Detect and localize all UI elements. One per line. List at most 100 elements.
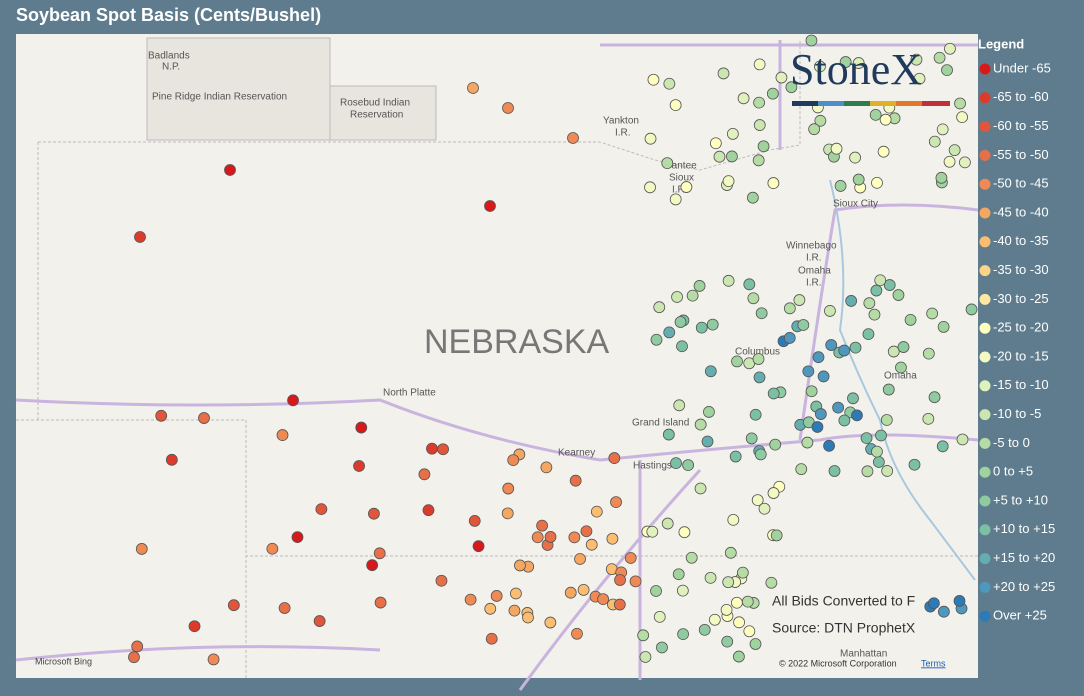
bid-point	[490, 590, 503, 602]
bid-point	[694, 482, 707, 495]
bid-point	[871, 176, 883, 189]
bid-point	[484, 200, 496, 212]
bid-point	[802, 365, 815, 378]
bid-point	[948, 144, 961, 157]
bid-point	[783, 302, 796, 315]
bid-point	[704, 571, 717, 584]
bid-point	[892, 289, 905, 301]
bid-point	[849, 151, 861, 164]
bid-point	[801, 436, 814, 449]
place-label: N.P.	[162, 62, 180, 73]
bid-point	[717, 67, 730, 80]
bid-point	[484, 602, 497, 615]
legend-swatch	[979, 121, 991, 133]
bid-point	[882, 383, 895, 396]
bid-point	[730, 596, 743, 609]
bid-point	[959, 156, 971, 169]
bid-point	[313, 615, 326, 627]
bid-point	[922, 347, 935, 360]
bid-point	[743, 278, 756, 291]
copyright: © 2022 Microsoft Corporation	[779, 658, 897, 668]
bid-point	[502, 102, 514, 114]
legend-swatch	[979, 265, 991, 277]
bid-point	[922, 412, 935, 425]
bid-point	[418, 468, 431, 481]
bid-point	[724, 546, 737, 559]
bid-point	[793, 294, 806, 306]
place-label: I.R.	[806, 278, 822, 289]
bid-point	[682, 459, 695, 472]
bid-point	[847, 392, 859, 405]
bid-point	[861, 465, 874, 478]
legend-label: -55 to -50	[993, 147, 1049, 162]
bid-point	[812, 351, 825, 364]
city-label: Manhattan	[840, 649, 887, 660]
city-label: Hastings	[633, 461, 672, 472]
bid-point	[207, 653, 220, 666]
bid-point	[472, 540, 485, 553]
bid-point	[834, 180, 847, 192]
legend-label: -60 to -55	[993, 118, 1049, 133]
bid-point	[743, 625, 756, 638]
bid-point	[661, 157, 674, 170]
bid-point	[727, 513, 740, 526]
bid-point	[770, 529, 783, 542]
bid-point	[741, 595, 754, 608]
bid-point	[708, 613, 721, 626]
bid-point	[754, 448, 767, 461]
bid-point	[811, 421, 824, 433]
bid-point	[580, 525, 593, 538]
legend-label: -10 to -5	[993, 406, 1041, 421]
bid-point	[670, 457, 682, 470]
bid-point	[508, 604, 521, 617]
bid-point	[875, 429, 887, 442]
legend-swatch	[979, 495, 991, 507]
legend-label: +10 to +15	[993, 521, 1055, 536]
bid-point	[732, 650, 745, 663]
bid-point	[937, 321, 950, 333]
legend-label: -30 to -25	[993, 291, 1049, 306]
bid-point	[805, 34, 818, 47]
bid-point	[823, 439, 835, 452]
bid-point	[676, 340, 688, 353]
bid-point	[374, 596, 387, 609]
bid-point	[606, 532, 619, 545]
bid-point	[928, 391, 941, 404]
bid-point	[544, 616, 557, 629]
bid-point	[128, 651, 140, 664]
bid-point	[287, 394, 299, 407]
legend-label: -25 to -20	[993, 320, 1049, 335]
legend-label: -5 to 0	[993, 435, 1030, 450]
bid-point	[629, 575, 642, 588]
legend-label: -45 to -40	[993, 204, 1049, 219]
bid-point	[935, 171, 948, 184]
bid-point	[933, 51, 946, 64]
legend-swatch	[979, 293, 991, 305]
bid-point	[590, 505, 603, 518]
bid-point	[851, 409, 863, 422]
terms-link[interactable]: Terms	[921, 658, 946, 668]
bid-point	[722, 274, 735, 287]
legend-label: -15 to -10	[993, 377, 1049, 392]
city-label: Columbus	[735, 347, 780, 358]
bid-point	[276, 429, 289, 441]
bid-point	[956, 111, 969, 124]
bid-point	[514, 559, 526, 572]
bid-point	[887, 345, 900, 358]
bid-point	[874, 274, 887, 287]
bid-point	[755, 307, 768, 320]
bid-point	[862, 328, 875, 341]
bid-point	[751, 494, 764, 506]
legend-label: Under -65	[993, 60, 1051, 75]
annotation: All Bids Converted to F	[772, 593, 915, 609]
bid-point	[767, 387, 780, 400]
bid-point	[769, 438, 782, 451]
bid-point	[852, 173, 865, 186]
bid-point	[729, 450, 742, 463]
legend-swatch	[979, 63, 991, 75]
place-label: Omaha	[798, 266, 831, 277]
bid-point	[656, 641, 668, 654]
bid-point	[752, 154, 765, 167]
city-label: Grand Island	[632, 418, 689, 429]
